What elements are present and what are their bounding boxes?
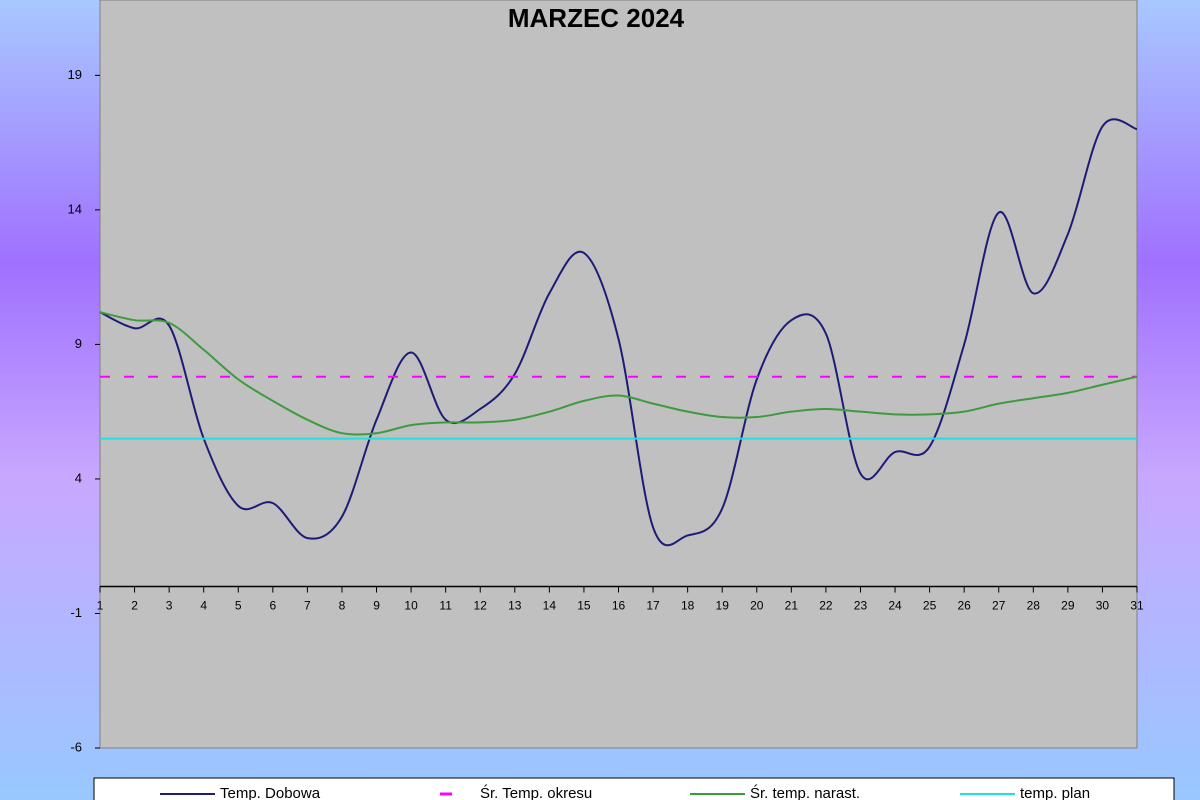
legend-label: Śr. temp. narast.	[750, 784, 860, 800]
x-tick-label: 15	[577, 599, 591, 613]
x-tick-label: 3	[166, 599, 173, 613]
x-tick-label: 20	[750, 599, 764, 613]
chart-title: MARZEC 2024	[508, 3, 685, 33]
legend	[93, 777, 1175, 800]
x-tick-label: 30	[1096, 599, 1110, 613]
x-tick-label: 11	[439, 599, 452, 613]
y-tick-label: -1	[70, 605, 82, 620]
x-tick-label: 24	[888, 599, 902, 613]
x-tick-label: 29	[1061, 599, 1075, 613]
x-tick-label: 28	[1027, 599, 1041, 613]
legend-label: Śr. Temp. okresu	[480, 784, 592, 800]
x-tick-label: 31	[1130, 599, 1144, 613]
series-line	[99, 311, 1138, 436]
x-tick-label: 16	[612, 599, 626, 613]
x-tick-label: 1	[97, 599, 104, 613]
x-tick-label: 23	[854, 599, 868, 613]
x-tick-label: 9	[373, 599, 380, 613]
x-tick-label: 5	[235, 599, 242, 613]
x-tick-label: 12	[474, 599, 488, 613]
y-tick-label: -6	[70, 739, 82, 754]
plot-area	[99, 0, 1138, 749]
x-tick-label: 4	[200, 599, 207, 613]
x-tick-label: 22	[819, 599, 833, 613]
x-tick-label: 18	[681, 599, 695, 613]
x-tick-label: 10	[404, 599, 418, 613]
x-tick-label: 26	[957, 599, 971, 613]
x-tick-label: 19	[716, 599, 730, 613]
x-tick-label: 14	[543, 599, 557, 613]
y-tick-label: 19	[68, 67, 82, 82]
x-tick-label: 25	[923, 599, 937, 613]
y-tick-label: 14	[68, 201, 82, 216]
x-tick-label: 21	[785, 599, 799, 613]
y-tick-label: 4	[75, 470, 82, 485]
x-tick-label: 13	[508, 599, 522, 613]
x-tick-label: 8	[339, 599, 346, 613]
y-tick-label: 9	[75, 336, 82, 351]
legend-label: Temp. Dobowa	[220, 785, 321, 800]
x-tick-label: 7	[304, 599, 311, 613]
x-tick-label: 2	[131, 599, 138, 613]
x-tick-label: 6	[269, 599, 276, 613]
x-tick-label: 27	[992, 599, 1006, 613]
x-tick-label: 17	[646, 599, 660, 613]
legend-label: temp. plan	[1020, 785, 1090, 800]
